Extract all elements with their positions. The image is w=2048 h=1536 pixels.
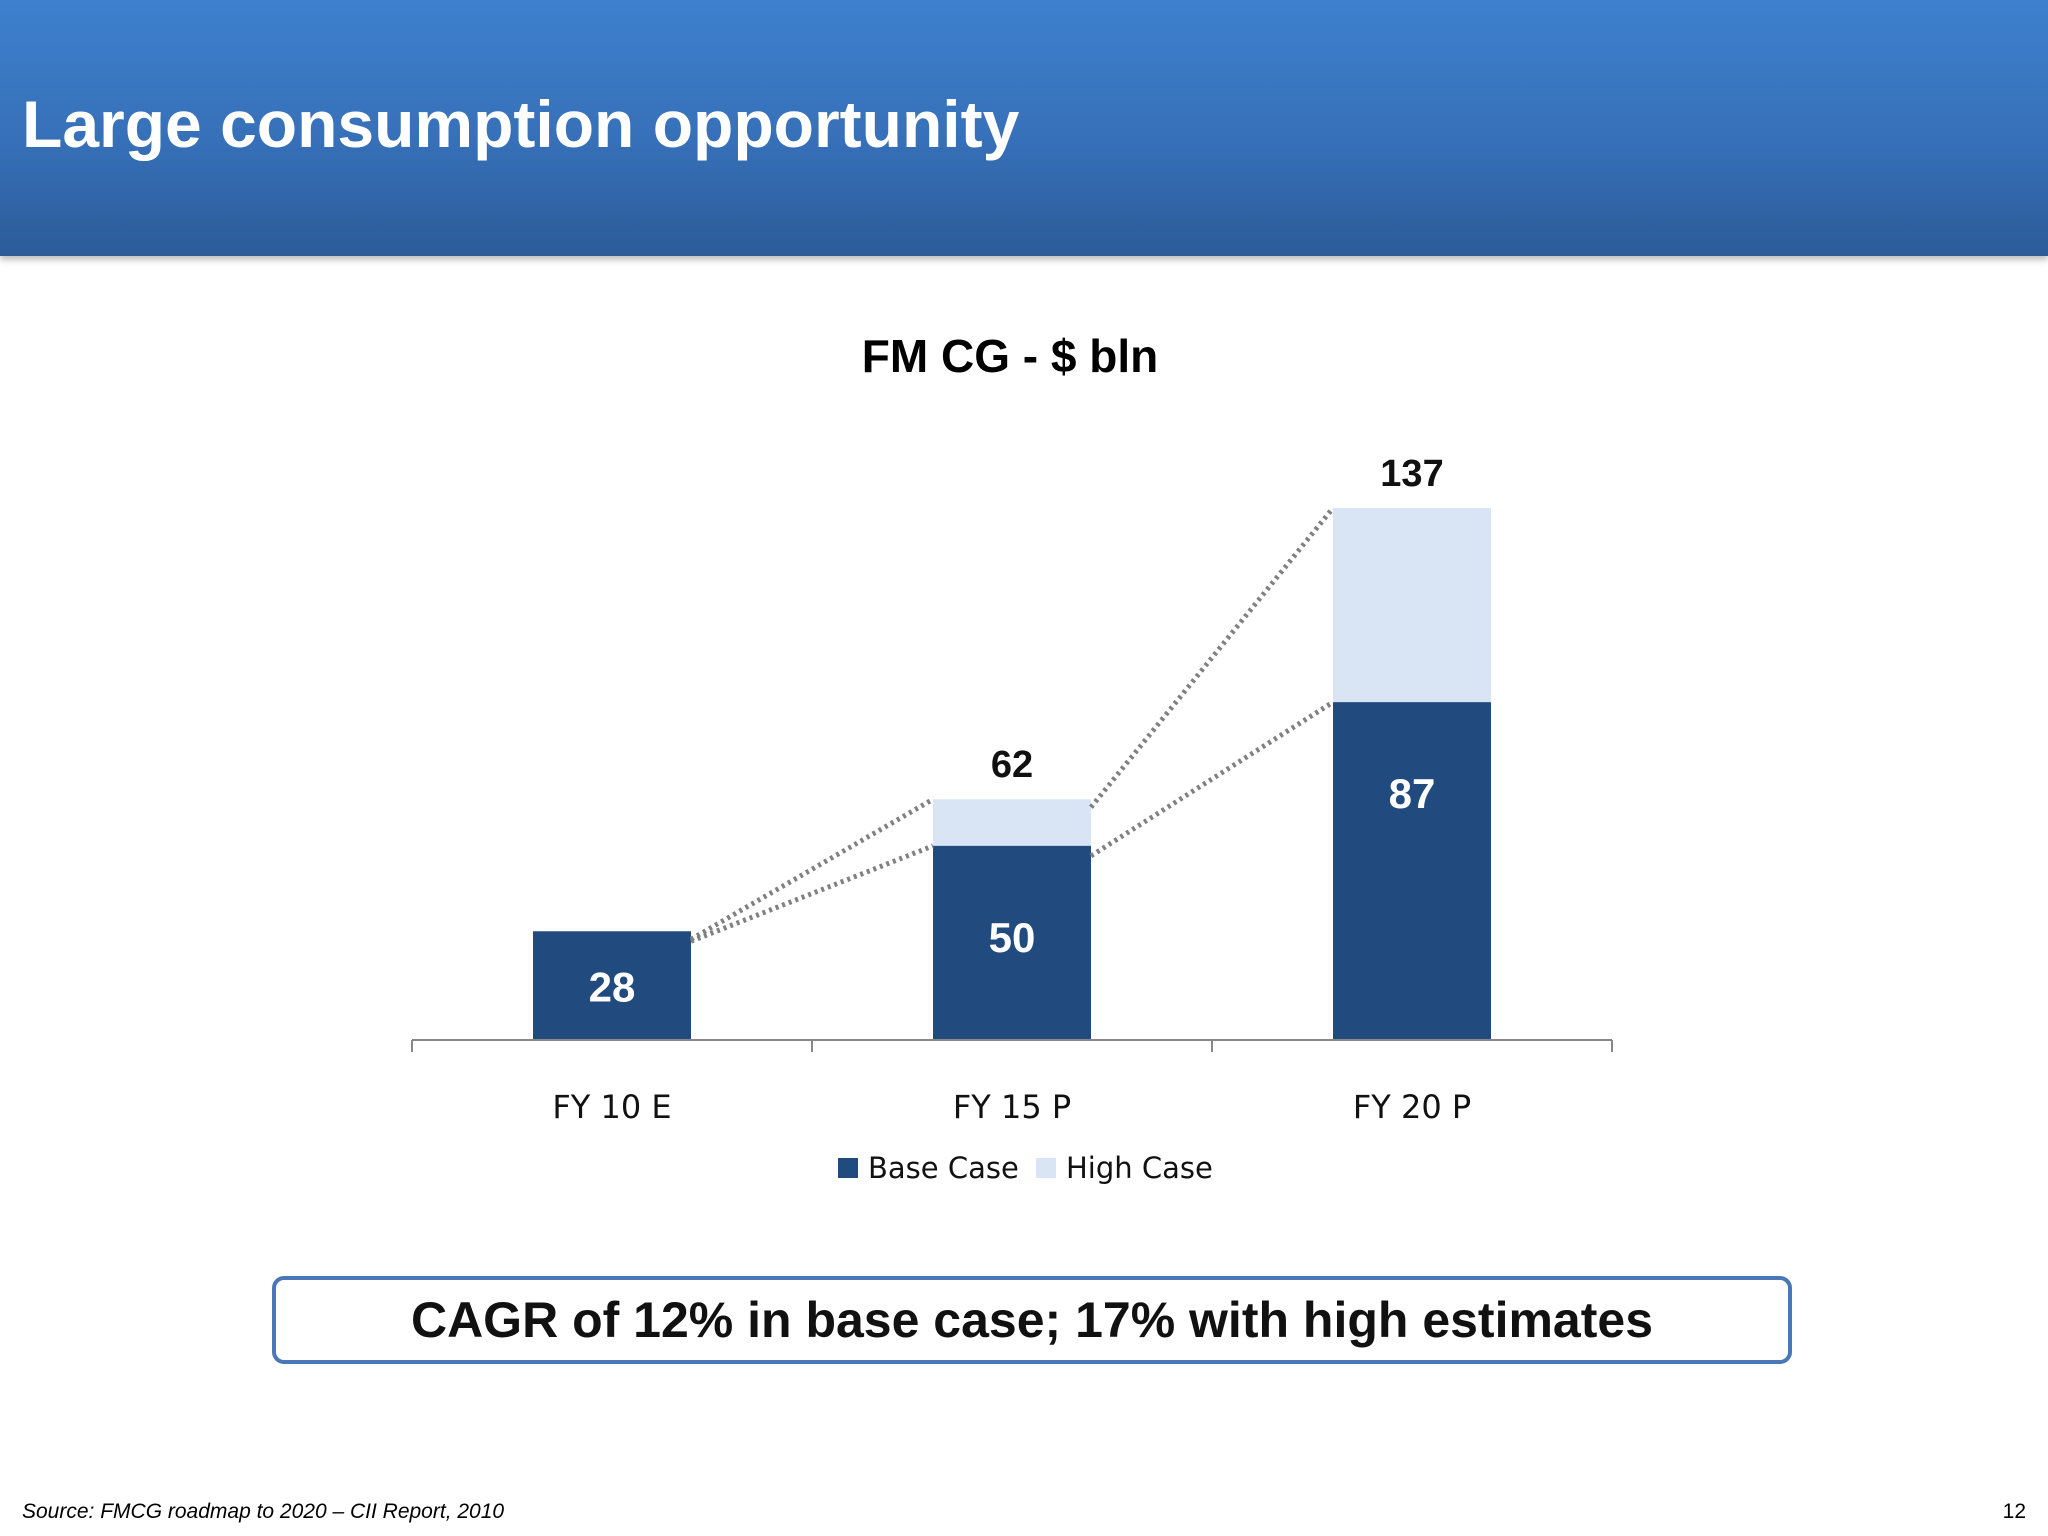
page-number: 12 (2002, 1500, 2026, 1523)
bar-high-case-3 (1333, 508, 1491, 703)
x-tick-label-2: FY 15 P (953, 1088, 1071, 1126)
legend-label-1: Base Case (868, 1151, 1019, 1185)
cagr-callout-box: CAGR of 12% in base case; 17% with high … (272, 1276, 1792, 1364)
connector-high-1 (689, 797, 935, 942)
data-label-total-2: 62 (991, 744, 1033, 786)
bar-base-case-1 (533, 931, 691, 1040)
bar-high-case-2 (933, 799, 1091, 846)
source-note: Source: FMCG roadmap to 2020 – CII Repor… (22, 1500, 505, 1523)
bar-base-case-2 (933, 845, 1091, 1040)
slide-title: Large consumption opportunity (22, 87, 1020, 161)
data-label-base-1: 28 (589, 964, 636, 1011)
legend-swatch-1 (838, 1158, 858, 1178)
bar-base-case-3 (1333, 702, 1491, 1040)
connector-high-2 (1089, 506, 1335, 809)
cagr-callout-text: CAGR of 12% in base case; 17% with high … (410, 1292, 1654, 1348)
x-tick-label-1: FY 10 E (552, 1088, 671, 1126)
connector-base-1 (690, 843, 934, 944)
data-label-base-2: 50 (989, 914, 1036, 961)
connector-base-2 (1089, 700, 1335, 858)
legend-label-2: High Case (1066, 1151, 1213, 1185)
data-label-base-3: 87 (1389, 770, 1436, 817)
legend-swatch-2 (1036, 1158, 1056, 1178)
data-label-total-3: 137 (1380, 453, 1443, 495)
chart-title: FM CG - $ bln (862, 330, 1158, 382)
x-tick-label-3: FY 20 P (1353, 1088, 1471, 1126)
header-bar (0, 0, 2048, 256)
